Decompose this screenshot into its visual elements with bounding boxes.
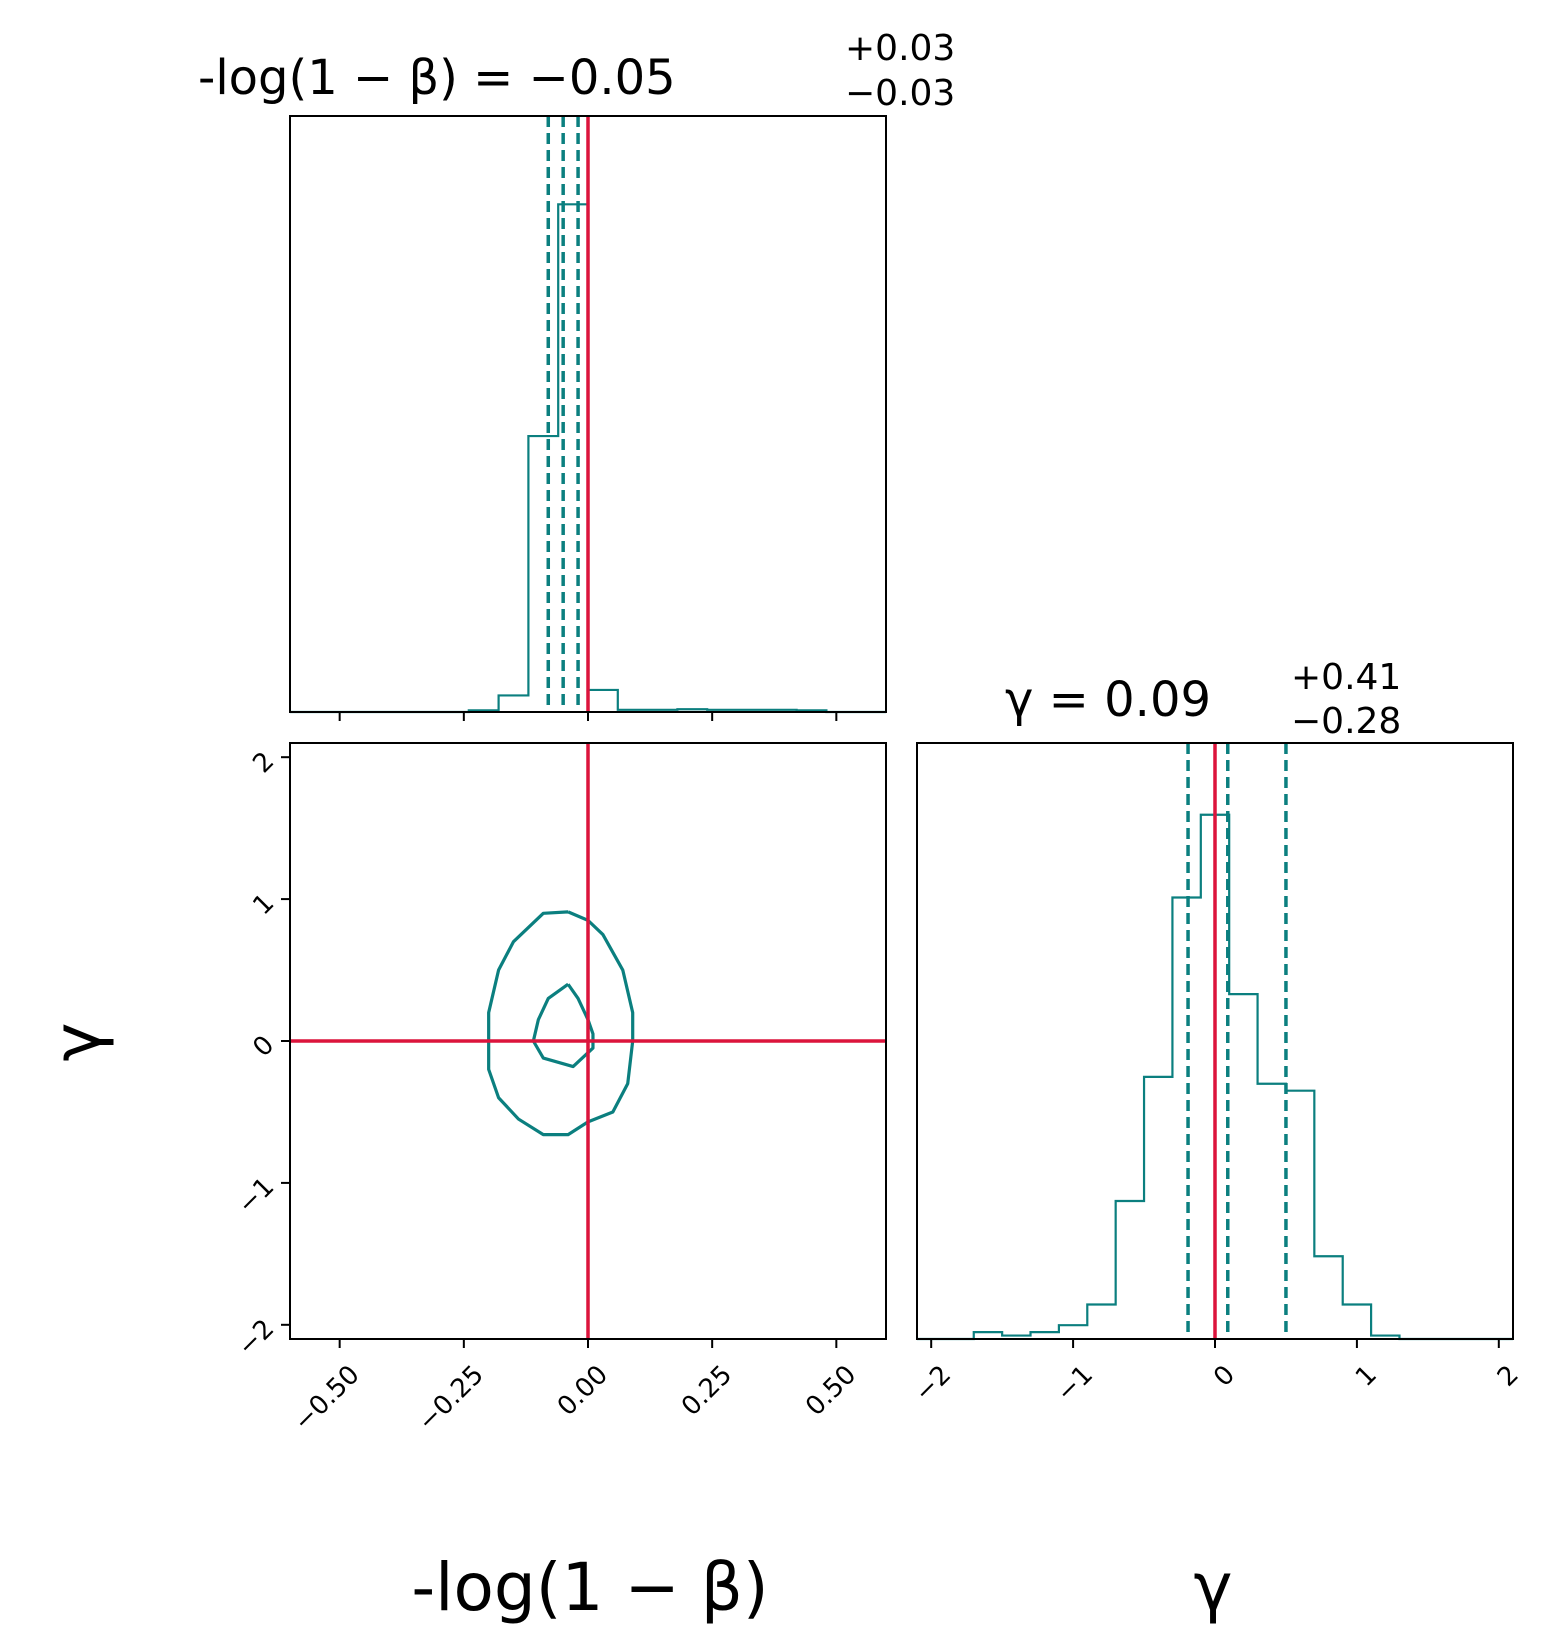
contour-ytick-label: −1 [232, 1172, 280, 1220]
title-beta-eq: = −0.05 [458, 50, 676, 106]
y-axis-label-gamma: γ [39, 1022, 116, 1061]
contour-inner [531, 982, 595, 1069]
title-beta-sup: +0.03 [845, 28, 955, 69]
gamma-hist-xtick-label: 0 [1208, 1360, 1241, 1393]
contour-ytick-label: 1 [247, 888, 280, 921]
contour-ytick-label: 2 [247, 746, 280, 779]
gamma-hist-xtick-label: 2 [1492, 1360, 1525, 1393]
title-gamma-eq: = 0.09 [1033, 672, 1211, 728]
histogram-gamma-panel: −2 −1 0 1 2 [909, 742, 1525, 1408]
contour-xtick-label: 0.50 [800, 1360, 862, 1422]
contour-outer [487, 910, 635, 1137]
gamma-hist-xtick-label: 1 [1350, 1360, 1383, 1393]
gamma-hist-xtick-label: −2 [909, 1360, 957, 1408]
title-beta: -log(1 − β) = −0.05 +0.03 −0.03 [198, 28, 955, 114]
title-beta-sub: −0.03 [845, 73, 955, 114]
gamma-hist-xtick-label: −1 [1051, 1360, 1099, 1408]
contour-xtick-label: −0.25 [412, 1360, 490, 1438]
title-beta-main: -log(1 − β) = −0.05 [198, 50, 676, 106]
title-beta-lhs: -log(1 − β) [198, 50, 458, 106]
title-gamma-sub: −0.28 [1291, 701, 1401, 742]
title-gamma-sup: +0.41 [1291, 657, 1401, 698]
contour-xtick-label: 0.25 [676, 1360, 738, 1422]
contour-ytick-label: 0 [247, 1030, 280, 1063]
histogram-beta-panel [289, 115, 887, 721]
contour-xtick-label: −0.50 [288, 1360, 366, 1438]
title-gamma-main: γ = 0.09 [1005, 672, 1211, 728]
contour-panel: −0.50 −0.25 0.00 0.25 0.50 −2 −1 0 1 2 [232, 742, 887, 1438]
contour-xtick-label: 0.00 [552, 1360, 614, 1422]
x-axis-label-beta: -log(1 − β) [411, 1549, 768, 1626]
contour-ytick-label: −2 [232, 1314, 280, 1362]
title-gamma-lhs: γ [1005, 672, 1033, 728]
title-gamma: γ = 0.09 +0.41 −0.28 [1005, 657, 1401, 742]
x-axis-label-gamma: γ [1193, 1549, 1232, 1626]
gamma-histogram-step [917, 813, 1513, 1341]
